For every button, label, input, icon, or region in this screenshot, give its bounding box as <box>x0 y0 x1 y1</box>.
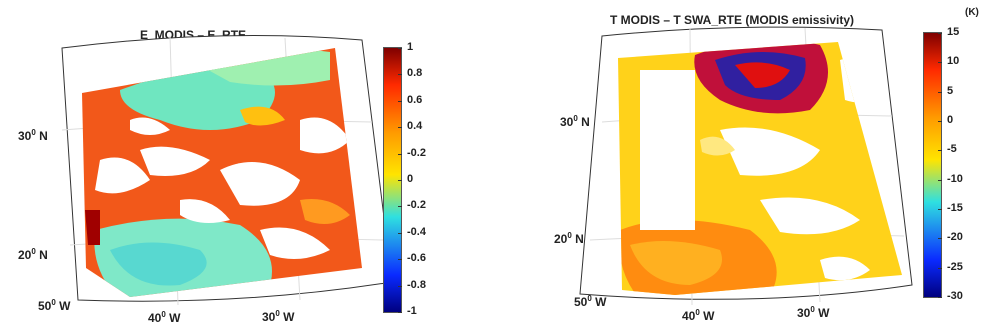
right-colorbar-tick-label: 0 <box>947 114 954 126</box>
right-colorbar-tick-label: 10 <box>947 55 960 68</box>
right-colorbar <box>923 32 942 298</box>
left-lon-label-50: 500 W <box>38 298 71 313</box>
left-colorbar-tick-mark <box>398 74 402 76</box>
left-colorbar-tick-label: -0.8 <box>407 278 426 291</box>
left-lon-label-30: 300 W <box>262 309 295 324</box>
left-colorbar-tick-label: 0 <box>407 173 414 185</box>
left-colorbar-tick-mark <box>398 127 402 129</box>
left-colorbar-tick-label: 0.6 <box>407 93 423 106</box>
right-colorbar-unit: (K) <box>965 7 979 18</box>
left-colorbar-tick-label: -0.2 <box>407 146 426 159</box>
right-colorbar-tick-label: -20 <box>947 231 963 244</box>
left-colorbar-tick-mark <box>398 100 402 102</box>
left-colorbar-tick-mark <box>398 153 402 155</box>
right-colorbar-tick-label: 5 <box>947 84 954 97</box>
right-colorbar-tick-label: -10 <box>947 172 963 185</box>
left-lon-label-40: 400 W <box>148 310 181 325</box>
right-lon-label-50: 500 W <box>574 294 607 309</box>
left-lat-label-20: 200 N <box>18 247 48 262</box>
left-colorbar-tick-mark <box>398 48 402 49</box>
left-colorbar-tick-mark <box>398 259 402 261</box>
left-colorbar-tick-label: 0.4 <box>407 120 423 133</box>
right-colorbar-tick-mark <box>938 267 942 269</box>
right-colorbar-tick-label: -30 <box>947 290 963 302</box>
right-colorbar-tick-mark <box>938 62 942 64</box>
left-colorbar-tick-label: -1 <box>407 305 417 317</box>
right-colorbar-tick-mark <box>938 297 942 298</box>
right-colorbar-tick-label: -15 <box>947 202 963 214</box>
left-lat-label-30: 300 N <box>18 128 48 143</box>
right-colorbar-tick-label: -5 <box>947 143 957 156</box>
left-colorbar-tick-label: 1 <box>407 41 414 53</box>
right-map-title: T MODIS – T SWA_RTE (MODIS emissivity) <box>610 13 855 27</box>
left-colorbar-tick-label: -0.6 <box>407 252 426 265</box>
left-colorbar-tick-label: -0.2 <box>407 199 426 212</box>
left-colorbar-tick-mark <box>398 232 402 234</box>
right-map-figure <box>579 26 913 306</box>
right-colorbar-tick-label: 15 <box>947 26 960 38</box>
left-colorbar-tick-mark <box>398 180 402 181</box>
left-colorbar-tick-label: -0.4 <box>407 225 426 238</box>
right-lat-label-20: 200 N <box>554 231 584 246</box>
right-colorbar-tick-mark <box>938 150 942 152</box>
left-map-panel: E_MODIS – E_RTE <box>0 0 460 329</box>
right-colorbar-tick-mark <box>938 33 942 34</box>
left-map-figure <box>61 35 393 306</box>
right-map-panel: T MODIS – T SWA_RTE (MODIS emissivity) (… <box>520 0 985 329</box>
right-colorbar-tick-mark <box>938 238 942 240</box>
left-colorbar-tick-mark <box>398 312 402 313</box>
right-colorbar-tick-mark <box>938 179 942 181</box>
left-colorbar-tick-mark <box>398 206 402 208</box>
left-colorbar-tick-label: 0.8 <box>407 67 423 80</box>
left-colorbar-tick-mark <box>398 285 402 287</box>
right-colorbar-tick-label: -25 <box>947 260 963 273</box>
right-colorbar-tick-mark <box>938 91 942 93</box>
right-lon-label-40: 400 W <box>682 308 715 323</box>
right-colorbar-tick-mark <box>938 121 942 122</box>
right-lon-label-30: 300 W <box>797 305 830 320</box>
right-colorbar-tick-mark <box>938 209 942 210</box>
right-lat-label-30: 300 N <box>560 114 590 129</box>
